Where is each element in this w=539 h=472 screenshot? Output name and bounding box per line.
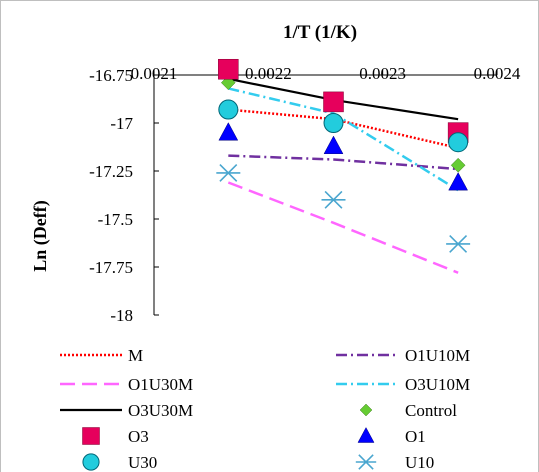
legend-item-o1: O1 (357, 427, 426, 446)
data-point-o1 (218, 122, 239, 141)
legend: M O1U10M O1U30M O3U10M O3U30M Control O3 O1 U30 U… (60, 346, 470, 472)
legend-item-o3u10m: O3U10M (336, 375, 470, 394)
legend-label: O1 (405, 427, 426, 446)
legend-item-o1u10m: O1U10M (336, 346, 470, 365)
legend-swatch (82, 453, 100, 471)
data-point-o1 (448, 172, 468, 191)
axes: 0.0021 0.0022 0.0023 0.0024 -16.75 -17 -17.25 -… (89, 64, 521, 325)
series-markers (216, 58, 471, 253)
series-line-o1u10m (228, 154, 459, 171)
data-point-u10 (446, 234, 471, 253)
legend-swatch (359, 403, 373, 417)
legend-label: O3U10M (405, 375, 470, 394)
x-axis-title: 1/T (1/K) (283, 22, 357, 43)
y-tick-label: -17.5 (98, 210, 133, 229)
legend-label: Control (405, 401, 457, 420)
data-point-o3 (323, 91, 344, 113)
legend-label: O3 (128, 427, 149, 446)
legend-label: M (128, 346, 143, 365)
legend-item-o1u30m: O1U30M (60, 375, 193, 394)
data-point-o3 (218, 58, 239, 80)
data-point-u10 (321, 190, 346, 209)
x-tick-label: 0.0024 (474, 64, 521, 83)
data-point-u30 (448, 132, 469, 153)
legend-item-o3: O3 (82, 427, 149, 446)
legend-label: O3U30M (128, 401, 193, 420)
legend-swatch (355, 454, 377, 470)
series-line-o1u30m (227, 181, 459, 274)
x-tick-label: 0.0023 (359, 64, 406, 83)
y-tick-label: -17.75 (89, 258, 133, 277)
legend-label: U10 (405, 453, 434, 472)
legend-swatch (82, 427, 100, 445)
legend-item-u10: U10 (355, 453, 434, 472)
y-tick-label: -18 (110, 306, 133, 325)
legend-label: O1U10M (405, 346, 470, 365)
legend-item-u30: U30 (82, 453, 157, 472)
data-point-u30 (218, 99, 239, 120)
data-point-u10 (216, 163, 241, 182)
y-axis-title: Ln (Deff) (30, 200, 51, 271)
legend-label: O1U30M (128, 375, 193, 394)
y-tick-label: -16.75 (89, 66, 133, 85)
legend-item-o3u30m: O3U30M (60, 401, 193, 420)
legend-label: U30 (128, 453, 157, 472)
data-point-u30 (323, 113, 344, 133)
legend-swatch (357, 427, 375, 443)
legend-item-control: Control (359, 401, 457, 420)
x-tick-label: 0.0022 (245, 64, 292, 83)
x-tick-label: 0.0021 (131, 64, 178, 83)
y-tick-label: -17 (110, 114, 133, 133)
y-tick-label: -17.25 (89, 162, 133, 181)
data-point-o1 (323, 135, 344, 154)
legend-item-m: M (60, 346, 143, 365)
